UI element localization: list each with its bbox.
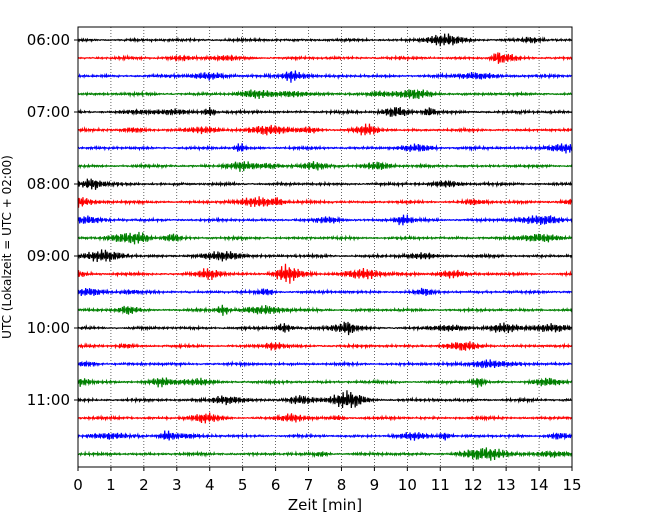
- x-tick-label-11: 11: [431, 476, 450, 494]
- trace-7: [77, 161, 573, 172]
- trace-15: [77, 304, 573, 316]
- trace-22: [77, 430, 573, 441]
- trace-23: [77, 447, 573, 461]
- plot-background: [78, 27, 572, 467]
- y-tick-label-3: 09:00: [27, 247, 70, 265]
- x-tick-label-14: 14: [530, 476, 549, 494]
- x-tick-label-10: 10: [398, 476, 417, 494]
- trace-19: [77, 377, 573, 388]
- trace-0: [77, 33, 573, 47]
- seismic-traces: [77, 33, 573, 461]
- x-tick-label-3: 3: [172, 476, 182, 494]
- trace-12: [77, 249, 573, 263]
- trace-9: [77, 196, 573, 208]
- trace-14: [77, 287, 573, 296]
- y-tick-label-0: 06:00: [27, 31, 70, 49]
- trace-3: [77, 88, 573, 100]
- x-tick-label-8: 8: [337, 476, 347, 494]
- x-tick-label-0: 0: [73, 476, 83, 494]
- x-tick-label-2: 2: [139, 476, 149, 494]
- trace-21: [77, 412, 573, 424]
- x-tick-label-15: 15: [562, 476, 581, 494]
- x-tick-label-5: 5: [238, 476, 248, 494]
- trace-16: [77, 321, 573, 336]
- y-tick-label-4: 10:00: [27, 319, 70, 337]
- x-axis-label: Zeit [min]: [288, 496, 362, 514]
- y-tick-label-2: 08:00: [27, 175, 70, 193]
- trace-6: [77, 143, 573, 154]
- trace-4: [77, 106, 573, 117]
- x-tick-label-9: 9: [370, 476, 380, 494]
- plot-frame: [77, 26, 573, 468]
- trace-5: [77, 123, 573, 136]
- x-tick-label-1: 1: [106, 476, 116, 494]
- y-tick-label-1: 07:00: [27, 103, 70, 121]
- trace-20: [77, 390, 573, 409]
- trace-18: [77, 359, 573, 369]
- y-axis-label: UTC (Lokalzeit = UTC + 02:00): [0, 155, 14, 339]
- y-axis-ticks: 06:00 07:00 08:00 09:00 10:00 11:00: [27, 31, 78, 409]
- x-tick-label-4: 4: [205, 476, 215, 494]
- trace-2: [77, 70, 573, 83]
- x-tick-label-7: 7: [304, 476, 314, 494]
- trace-1: [77, 52, 573, 64]
- trace-10: [77, 214, 573, 226]
- trace-11: [77, 231, 573, 245]
- trace-13: [77, 263, 573, 284]
- x-axis-ticks: 0 1 2 3 4 5 6 7 8 9 10 11 12 13 14 15: [73, 467, 582, 494]
- vertical-grid: [110, 27, 540, 467]
- x-tick-label-13: 13: [497, 476, 516, 494]
- trace-8: [77, 178, 573, 190]
- x-tick-label-12: 12: [464, 476, 483, 494]
- trace-17: [77, 341, 573, 351]
- x-tick-label-6: 6: [271, 476, 281, 494]
- y-tick-label-5: 11:00: [27, 391, 70, 409]
